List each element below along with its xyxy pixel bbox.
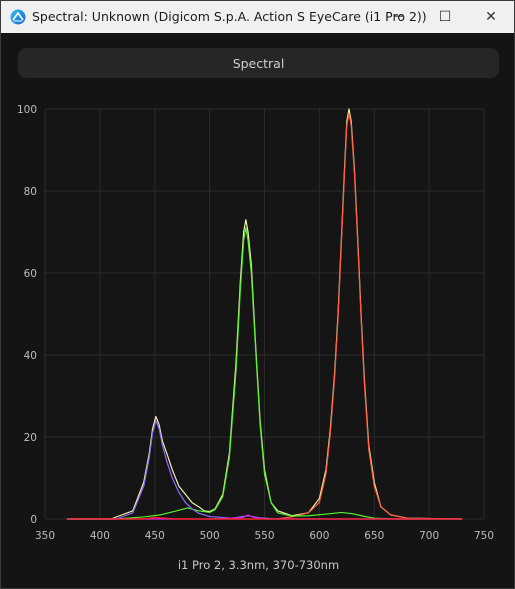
spectral-series-line (66, 420, 463, 520)
close-button[interactable]: ✕ (468, 1, 514, 33)
minimize-button[interactable]: ─ (376, 1, 422, 33)
close-icon: ✕ (485, 9, 497, 25)
measurement-caption: i1 Pro 2, 3.3nm, 370-730nm (177, 558, 340, 572)
x-tick-label: 400 (90, 530, 110, 542)
y-tick-label: 80 (24, 186, 37, 198)
y-tick-label: 40 (24, 350, 37, 362)
title-bar[interactable]: Spectral: Unknown (Digicom S.p.A. Action… (1, 1, 514, 33)
spectral-button[interactable]: Spectral (18, 48, 499, 78)
minimize-icon: ─ (394, 9, 404, 25)
window-title: Spectral: Unknown (Digicom S.p.A. Action… (32, 9, 427, 24)
spectral-button-label: Spectral (232, 55, 285, 71)
chart-axes: 350 400 450 500 550 600 650 700 750 0 20 40 60 80 100 (17, 104, 494, 542)
spectral-series-line (66, 516, 463, 520)
x-tick-label: 550 (254, 530, 274, 542)
spectral-chart: 350 400 450 500 550 600 650 700 750 0 20 40 60 80 100 (17, 104, 494, 542)
x-tick-label: 650 (364, 530, 384, 542)
x-tick-label: 600 (309, 530, 329, 542)
y-tick-label: 100 (17, 104, 37, 116)
x-tick-label: 450 (145, 530, 165, 542)
y-tick-label: 60 (24, 268, 37, 280)
maximize-icon: ☐ (438, 9, 452, 25)
chart-grid (44, 108, 485, 520)
spectral-series-line (66, 227, 463, 520)
maximize-button[interactable]: ☐ (422, 1, 468, 33)
chart-series (66, 108, 463, 520)
x-tick-label: 500 (200, 530, 220, 542)
y-tick-label: 20 (24, 432, 37, 444)
x-tick-label: 700 (419, 530, 439, 542)
x-tick-label: 350 (35, 530, 55, 542)
y-tick-label: 0 (30, 514, 37, 526)
x-tick-label: 750 (474, 530, 494, 542)
spectral-series-line (66, 112, 463, 520)
app-logo-icon (10, 9, 26, 25)
